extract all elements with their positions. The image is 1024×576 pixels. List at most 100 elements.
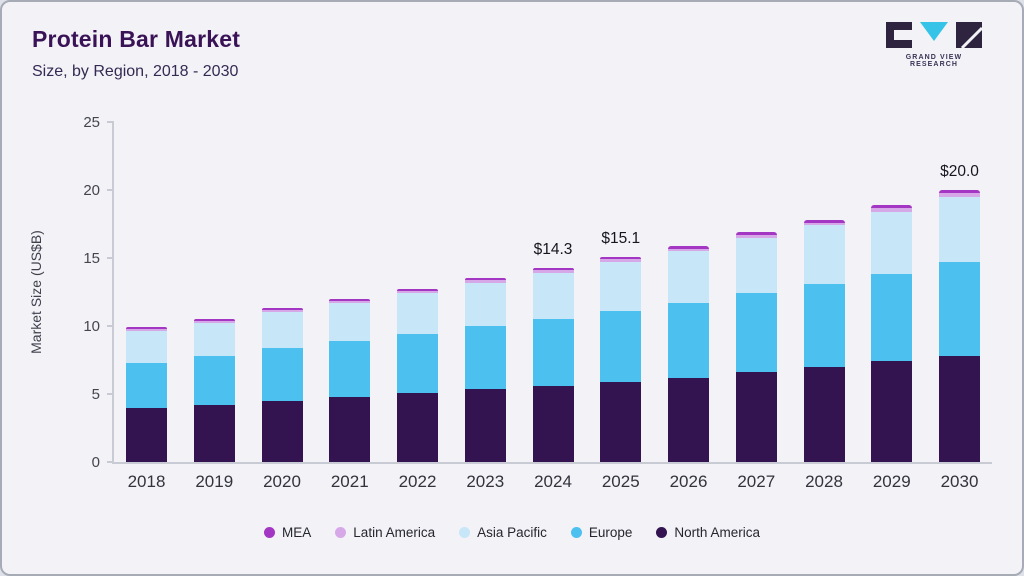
bar-segment-latin-america bbox=[939, 193, 980, 197]
y-tick-mark bbox=[107, 121, 114, 123]
bar-group-2026 bbox=[668, 122, 709, 462]
bar-segment-europe bbox=[126, 362, 167, 408]
bar-segment-asia-pacific bbox=[532, 272, 574, 320]
bar-segment-latin-america bbox=[532, 270, 574, 273]
bar-segment-north-america bbox=[939, 355, 980, 462]
bar-segment-europe bbox=[532, 319, 574, 386]
bar-group-2024: $14.3 bbox=[532, 122, 574, 462]
bar-segment-north-america bbox=[668, 377, 709, 462]
y-tick-mark bbox=[107, 393, 114, 395]
x-axis-label: 2020 bbox=[263, 472, 301, 491]
bar-segment-mea bbox=[329, 298, 371, 301]
x-axis-label: 2025 bbox=[601, 472, 640, 491]
bar-segment-asia-pacific bbox=[600, 262, 642, 312]
bar-segment-latin-america bbox=[397, 291, 438, 294]
bar-segment-latin-america bbox=[803, 222, 845, 226]
bar-segment-north-america bbox=[193, 404, 235, 462]
bar-segment-mea bbox=[735, 232, 777, 235]
bar-segment-asia-pacific bbox=[464, 282, 506, 327]
bar-segment-asia-pacific bbox=[397, 293, 438, 335]
bar-segment-latin-america bbox=[600, 259, 642, 263]
bar-segment-europe bbox=[329, 340, 371, 397]
bar-segment-europe bbox=[464, 326, 506, 389]
legend-item-north-america: North America bbox=[656, 525, 760, 540]
bar-segment-asia-pacific bbox=[668, 251, 709, 303]
bar-segment-europe bbox=[397, 334, 438, 393]
bar-segment-europe bbox=[871, 274, 913, 362]
x-axis-label: 2028 bbox=[805, 472, 843, 491]
bar-segment-mea bbox=[668, 245, 709, 249]
x-axis-label: 2029 bbox=[872, 472, 911, 491]
x-axis-label: 2030 bbox=[940, 472, 979, 491]
x-axis-label: 2019 bbox=[195, 472, 234, 491]
legend-dot bbox=[570, 527, 582, 538]
bar-group-2019 bbox=[193, 122, 235, 462]
bar-segment-europe bbox=[939, 262, 980, 356]
bar-segment-north-america bbox=[261, 400, 303, 462]
y-tick-mark bbox=[107, 257, 114, 259]
bar-segment-asia-pacific bbox=[329, 302, 371, 341]
bar-segment-north-america bbox=[532, 385, 574, 462]
y-tick-label: 5 bbox=[91, 386, 100, 403]
y-axis-title-text: Market Size (US$B) bbox=[28, 230, 45, 354]
legend-dot bbox=[335, 527, 347, 538]
bar-segment-mea bbox=[397, 289, 438, 292]
bar-group-2018 bbox=[126, 122, 167, 462]
y-tick-label: 15 bbox=[83, 250, 100, 267]
bar-group-2021 bbox=[329, 122, 371, 462]
bar-segment-asia-pacific bbox=[735, 237, 777, 294]
x-axis-label: 2023 bbox=[466, 472, 505, 491]
bar-segment-north-america bbox=[735, 372, 777, 462]
bar-segment-mea bbox=[532, 267, 574, 271]
legend-label: Latin America bbox=[353, 525, 436, 540]
total-value-label: $14.3 bbox=[533, 240, 573, 258]
bar-segment-mea bbox=[193, 319, 235, 322]
bar-group-2030: $20.0 bbox=[939, 122, 980, 462]
x-axis-labels: 2018 2019 2020 2021 2022 2023 2024 2025 2026 2027… bbox=[114, 472, 992, 492]
bar-group-2028 bbox=[803, 122, 845, 462]
bar-segment-mea bbox=[261, 308, 303, 311]
legend-dot bbox=[656, 527, 668, 538]
bar-segment-latin-america bbox=[193, 321, 235, 324]
bar-group-2022 bbox=[397, 122, 438, 462]
bar-group-2023 bbox=[464, 122, 506, 462]
legend-item-mea: MEA bbox=[264, 525, 311, 540]
bar-segment-north-america bbox=[329, 396, 371, 462]
chart-header: Protein Bar Market Size, by Region, 2018… bbox=[32, 26, 240, 81]
bar-segment-north-america bbox=[126, 407, 167, 462]
y-tick-label: 0 bbox=[91, 454, 100, 471]
bar-segment-mea bbox=[803, 219, 845, 223]
y-tick-mark bbox=[107, 325, 114, 327]
x-axis-label: 2022 bbox=[398, 472, 437, 491]
x-axis-label: 2027 bbox=[737, 472, 776, 491]
bar-segment-asia-pacific bbox=[939, 196, 980, 263]
bar-segment-latin-america bbox=[871, 208, 913, 212]
bar-segment-asia-pacific bbox=[193, 323, 235, 356]
bar-segment-north-america bbox=[397, 392, 438, 462]
legend-label: Asia Pacific bbox=[477, 525, 547, 540]
brand-logo: GRAND VIEW RESEARCH bbox=[882, 20, 986, 68]
bar-segment-latin-america bbox=[261, 310, 303, 313]
y-tick-label: 10 bbox=[83, 318, 100, 335]
x-axis-label: 2026 bbox=[669, 472, 708, 491]
legend-label: MEA bbox=[282, 525, 312, 540]
bar-segment-mea bbox=[464, 278, 506, 281]
y-tick-mark bbox=[107, 461, 114, 463]
legend-label: North America bbox=[674, 525, 760, 540]
bar-segment-europe bbox=[600, 311, 642, 382]
bar-segment-latin-america bbox=[735, 234, 777, 238]
bar-segment-latin-america bbox=[464, 280, 506, 283]
bar-segment-north-america bbox=[803, 366, 845, 462]
bar-segment-north-america bbox=[600, 381, 642, 462]
bar-segment-asia-pacific bbox=[803, 225, 845, 284]
bar-segment-europe bbox=[261, 347, 303, 401]
legend-item-europe: Europe bbox=[570, 525, 633, 540]
y-tick-mark bbox=[107, 189, 114, 191]
y-tick-label: 20 bbox=[83, 182, 100, 199]
bar-segment-europe bbox=[803, 283, 845, 367]
legend-label: Europe bbox=[588, 525, 633, 540]
bar-segment-mea bbox=[126, 327, 167, 330]
x-axis-label: 2018 bbox=[127, 472, 166, 491]
x-axis-label: 2021 bbox=[330, 472, 369, 491]
page-title: Protein Bar Market bbox=[32, 26, 241, 52]
